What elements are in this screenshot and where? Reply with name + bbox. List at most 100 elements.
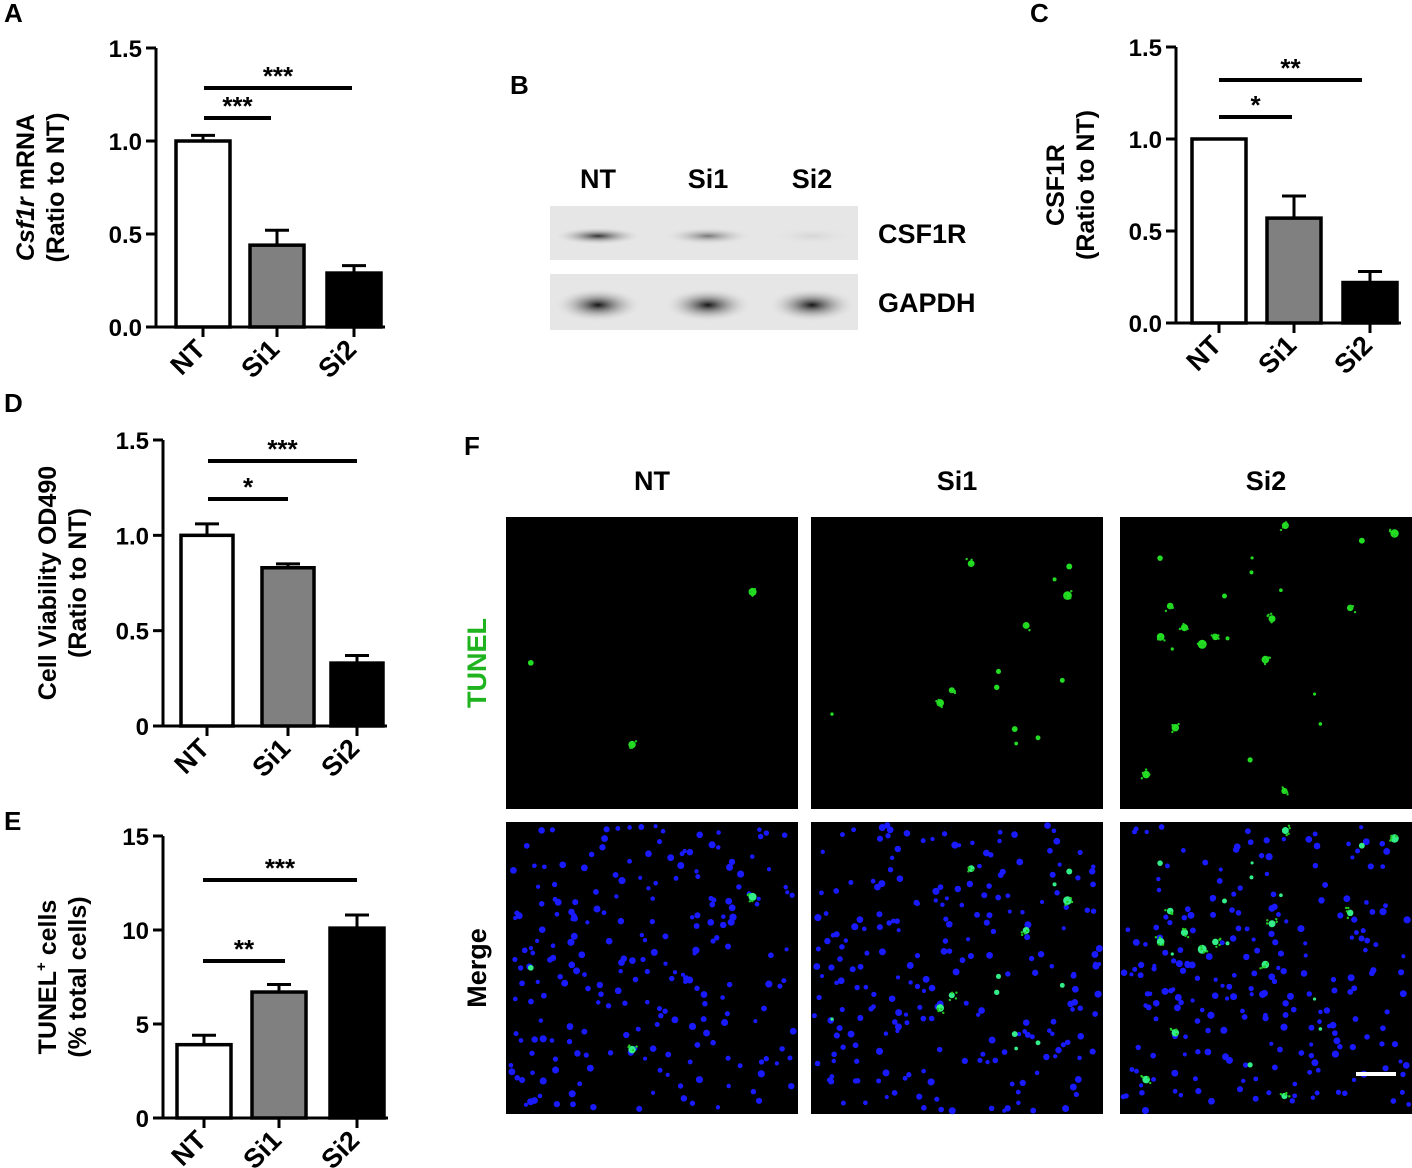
nucleus-dot [1182, 1052, 1187, 1057]
nucleus-dot [1271, 1064, 1278, 1071]
nucleus-dot [1398, 1059, 1403, 1064]
y-tick-label: 15 [122, 824, 149, 851]
nucleus-dot [988, 1105, 995, 1112]
nucleus-dot [1244, 828, 1251, 835]
bar-si1 [1265, 216, 1323, 325]
nucleus-dot [966, 880, 974, 888]
nucleus-dot [649, 918, 655, 925]
chart-a: 0.0 0.5 1.0 1.5 NT Si1 Si2 *** *** Csf1r mRNA (Rat… [12, 36, 385, 384]
nucleus-dot [1005, 893, 1011, 899]
nucleus-dot [1091, 864, 1096, 869]
nucleus-dot [1236, 1086, 1244, 1093]
nucleus-dot [1270, 891, 1277, 898]
tunel-dot [1249, 570, 1254, 575]
nucleus-dot [756, 896, 761, 901]
nucleus-dot [1135, 1044, 1141, 1051]
significance-label: * [1250, 90, 1261, 120]
nucleus-dot [617, 917, 625, 925]
nucleus-dot [1032, 969, 1039, 976]
nucleus-dot [883, 1031, 889, 1036]
nucleus-dot [1289, 1098, 1295, 1104]
nucleus-dot [1071, 985, 1079, 993]
nucleus-dot [829, 1074, 835, 1080]
tunel-dot [1202, 951, 1206, 954]
nucleus-dot [768, 952, 774, 959]
nucleus-dot [886, 826, 894, 834]
nucleus-dot [535, 938, 540, 943]
nucleus-dot [568, 1090, 576, 1098]
tunel-dot [1275, 917, 1278, 921]
nucleus-dot [1383, 847, 1391, 855]
y-tick-label: 0 [136, 714, 149, 741]
nucleus-dot [1240, 1008, 1245, 1014]
nucleus-dot [549, 1038, 555, 1043]
nucleus-dot [1219, 940, 1225, 946]
nucleus-dot [913, 899, 920, 906]
tunel-dot [1020, 931, 1024, 934]
nucleus-dot [920, 838, 926, 844]
tunel-dot [1140, 777, 1144, 780]
nucleus-dot [1220, 1026, 1228, 1034]
tunel-dot [1186, 935, 1190, 939]
nucleus-dot [1050, 1031, 1055, 1037]
nucleus-dot [1347, 989, 1354, 995]
tunel-dot [1225, 941, 1230, 946]
nucleus-dot [1138, 1083, 1144, 1088]
tunel-dot [1066, 900, 1069, 904]
nucleus-dot [1305, 835, 1313, 843]
western-blot-panel: CSF1R GAPDH NT Si1 Si2 [550, 164, 976, 330]
tunel-dot [1200, 643, 1203, 647]
nucleus-dot [763, 1056, 769, 1062]
nucleus-dot [1231, 891, 1237, 897]
nucleus-dot [908, 980, 913, 985]
tunel-dot [936, 699, 944, 707]
tunel-dot [995, 668, 1002, 674]
nucleus-dot [1290, 1006, 1297, 1013]
nucleus-dot [1138, 961, 1145, 969]
nucleus-dot [1303, 941, 1308, 946]
tunel-dot [1184, 934, 1187, 938]
nucleus-dot [884, 1095, 889, 1100]
nucleus-dot [1403, 916, 1411, 924]
tunel-dot [952, 690, 956, 694]
nucleus-dot [1061, 926, 1066, 931]
nucleus-dot [941, 831, 948, 837]
nucleus-dot [967, 952, 974, 960]
nucleus-dot [1370, 967, 1377, 974]
nucleus-dot [758, 1059, 765, 1065]
nucleus-dot [1379, 1041, 1385, 1047]
tunel-dot [748, 892, 757, 901]
nucleus-dot [1359, 825, 1364, 830]
nucleus-dot [921, 988, 926, 993]
nucleus-dot [863, 984, 869, 990]
nucleus-dot [1303, 953, 1308, 958]
nucleus-dot [896, 875, 904, 882]
tunel-dot [1390, 529, 1399, 538]
nucleus-dot [1090, 881, 1096, 888]
y-axis-label-line2: (Ratio to NT) [64, 508, 92, 658]
nucleus-dot [1210, 911, 1216, 918]
nucleus-dot [529, 1050, 535, 1056]
nucleus-dot [1373, 942, 1379, 948]
nucleus-dot [954, 885, 962, 893]
tunel-dot [1169, 1027, 1173, 1031]
bar-si1 [248, 243, 306, 329]
nucleus-dot [1391, 1041, 1399, 1048]
nucleus-dot [757, 833, 764, 840]
nucleus-dot [581, 1028, 588, 1035]
nucleus-dot [1178, 1092, 1184, 1098]
nucleus-dot [573, 967, 581, 975]
nucleus-dot [694, 869, 699, 874]
nucleus-dot [1318, 897, 1325, 904]
lane-label: Si2 [792, 164, 833, 194]
tunel-dot [1052, 577, 1057, 582]
nucleus-dot [1286, 992, 1294, 1000]
nucleus-dot [653, 824, 658, 829]
nucleus-dot [632, 976, 639, 983]
nucleus-dot [578, 951, 586, 959]
nucleus-dot [557, 973, 563, 980]
tunel-dot [1261, 966, 1264, 969]
nucleus-dot [593, 889, 599, 895]
nucleus-dot [936, 1046, 943, 1053]
nucleus-dot [1251, 970, 1258, 977]
